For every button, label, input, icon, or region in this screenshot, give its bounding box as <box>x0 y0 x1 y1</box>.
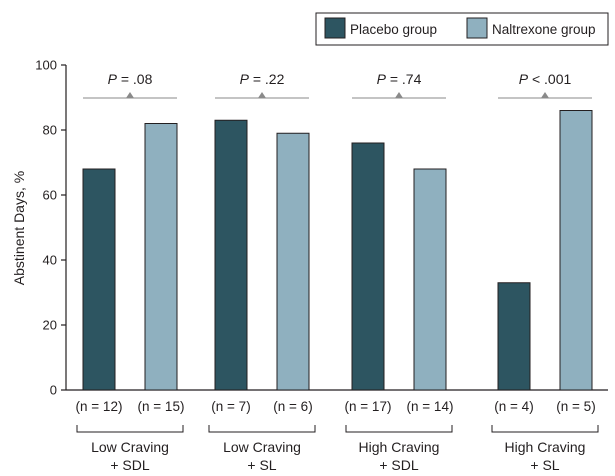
p-value-label: P = .08 <box>108 71 153 87</box>
placebo-legend-label: Placebo group <box>350 22 437 37</box>
placebo-bar-1 <box>82 168 116 391</box>
group-bracket <box>208 425 316 433</box>
group-label-line2: + SDL <box>110 457 150 473</box>
placebo-n-label-1: (n = 12) <box>76 399 123 414</box>
p-symbol: P <box>108 71 118 87</box>
bracket-marker-icon <box>126 92 134 98</box>
group-label-line2: + SL <box>530 457 559 473</box>
p-value: = .08 <box>117 71 153 87</box>
bracket-marker-icon <box>541 92 549 98</box>
y-tick-label: 0 <box>50 383 57 398</box>
y-tick-label: 80 <box>43 123 57 138</box>
p-value-annotations: P = .08 P = .22 P = .74 P < .001 <box>83 71 592 99</box>
group-label-line2: + SL <box>247 457 276 473</box>
placebo-n-label-3: (n = 17) <box>345 399 392 414</box>
y-axis-title: Abstinent Days, % <box>11 171 27 285</box>
placebo-bar-4 <box>497 282 531 391</box>
group-bracket <box>491 425 599 433</box>
y-tick-label: 100 <box>35 58 57 73</box>
placebo-bar-3 <box>351 142 385 391</box>
x-axis-labels: (n = 12) (n = 7) (n = 17) (n = 4) (n = 15) (n… <box>76 399 599 473</box>
group-bracket <box>345 425 453 433</box>
naltrexone-bar-3 <box>413 168 447 391</box>
legend-box <box>315 12 609 46</box>
placebo-n-label-2: (n = 7) <box>211 399 250 414</box>
naltrexone-legend-swatch <box>466 17 488 39</box>
p-value-label: P < .001 <box>519 71 572 87</box>
group-label-line1: Low Craving <box>223 439 301 455</box>
placebo-bar-2 <box>214 119 248 391</box>
group-label-line1: Low Craving <box>91 439 169 455</box>
group-label-line1: High Craving <box>505 439 586 455</box>
naltrexone-bar-4 <box>559 110 593 391</box>
placebo-legend-swatch <box>324 17 346 39</box>
group-label-line1: High Craving <box>359 439 440 455</box>
p-value-label: P = .22 <box>240 71 285 87</box>
legend: Placebo group Naltrexone group <box>315 12 609 46</box>
bracket-marker-icon <box>258 92 266 98</box>
naltrexone-n-label-1: (n = 15) <box>138 399 185 414</box>
bars <box>82 110 593 391</box>
y-tick-label: 40 <box>43 253 57 268</box>
p-symbol: P <box>519 71 529 87</box>
y-tick-label: 20 <box>43 318 57 333</box>
placebo-n-label-4: (n = 4) <box>494 399 533 414</box>
naltrexone-n-label-4: (n = 5) <box>556 399 595 414</box>
axes: 0 20 40 60 80 100 Abstinent Days, % <box>11 58 608 398</box>
y-tick-label: 60 <box>43 188 57 203</box>
naltrexone-legend-label: Naltrexone group <box>492 22 596 37</box>
group-bracket <box>76 425 184 433</box>
group-label-line2: + SDL <box>379 457 419 473</box>
p-value: < .001 <box>528 71 571 87</box>
p-symbol: P <box>240 71 250 87</box>
p-value: = .22 <box>249 71 285 87</box>
p-value: = .74 <box>386 71 422 87</box>
bracket-marker-icon <box>395 92 403 98</box>
naltrexone-n-label-2: (n = 6) <box>273 399 312 414</box>
p-symbol: P <box>377 71 387 87</box>
naltrexone-n-label-3: (n = 14) <box>407 399 454 414</box>
naltrexone-bar-2 <box>276 132 310 391</box>
p-value-label: P = .74 <box>377 71 422 87</box>
naltrexone-bar-1 <box>144 123 178 391</box>
